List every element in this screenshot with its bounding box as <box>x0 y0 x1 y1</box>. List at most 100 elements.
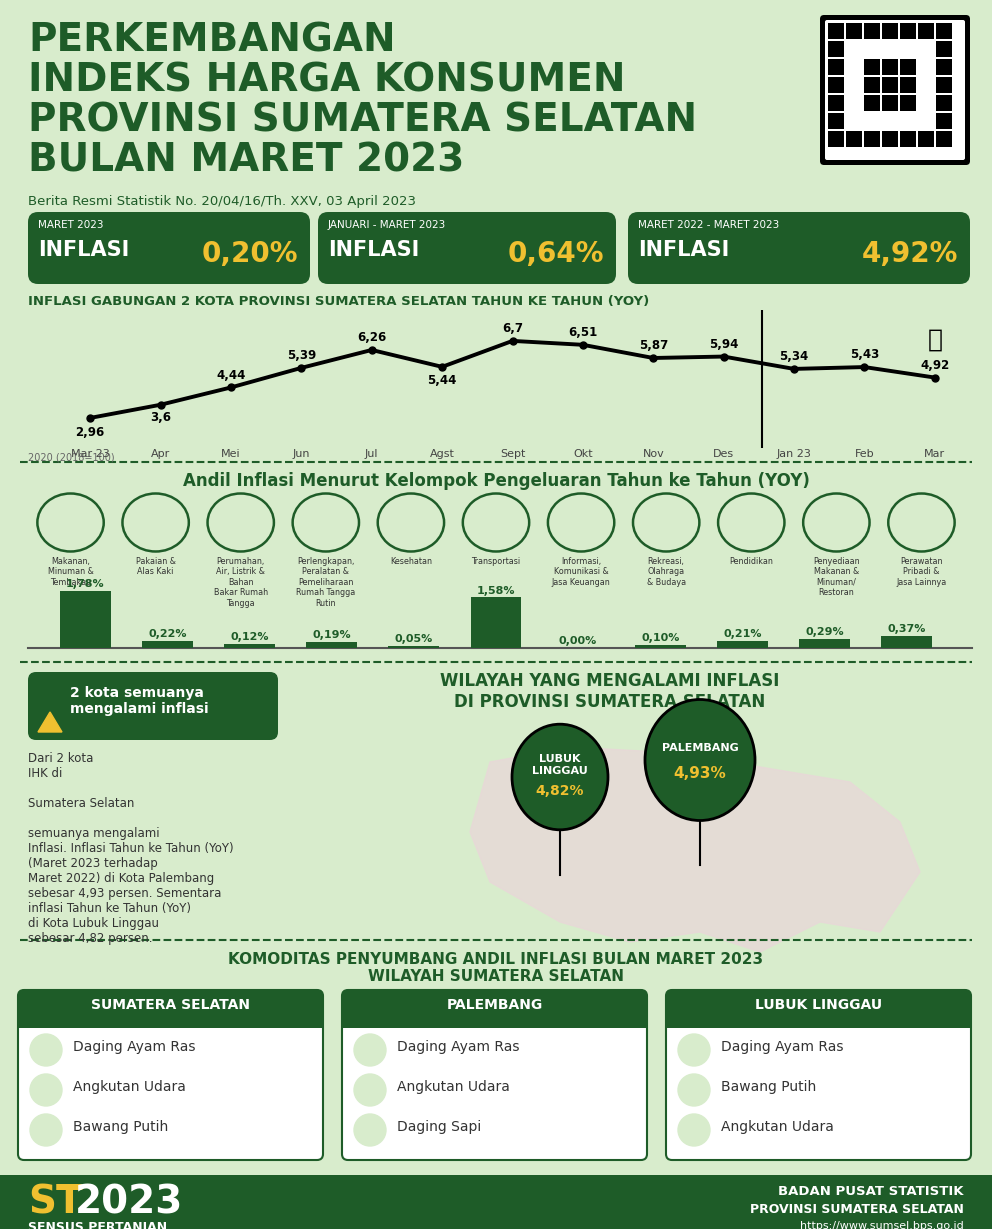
Text: Perawatan
Pribadi &
Jasa Lainnya: Perawatan Pribadi & Jasa Lainnya <box>897 557 946 586</box>
Text: BULAN MARET 2023: BULAN MARET 2023 <box>28 143 464 179</box>
Text: 1,78%: 1,78% <box>66 579 105 589</box>
Text: Sept: Sept <box>500 449 525 458</box>
Text: 6,26: 6,26 <box>357 331 386 344</box>
Circle shape <box>30 1034 62 1066</box>
Text: INFLASI: INFLASI <box>38 240 129 261</box>
Bar <box>881 637 931 648</box>
Text: MARET 2023: MARET 2023 <box>38 220 103 230</box>
Text: 0,00%: 0,00% <box>558 637 597 646</box>
Text: 0,64%: 0,64% <box>508 240 604 268</box>
FancyBboxPatch shape <box>900 77 916 93</box>
Text: Apr: Apr <box>151 449 171 458</box>
Text: Jun: Jun <box>293 449 310 458</box>
Text: 0,37%: 0,37% <box>887 624 926 634</box>
FancyBboxPatch shape <box>936 59 952 75</box>
Text: 6,7: 6,7 <box>502 322 523 336</box>
Text: Informasi,
Komunikasi &
Jasa Keuangan: Informasi, Komunikasi & Jasa Keuangan <box>552 557 610 586</box>
Text: Daging Ayam Ras: Daging Ayam Ras <box>721 1040 843 1054</box>
FancyBboxPatch shape <box>846 23 862 39</box>
Text: Makanan,
Minuman &
Tembakau: Makanan, Minuman & Tembakau <box>48 557 93 586</box>
FancyBboxPatch shape <box>882 132 898 147</box>
Text: Bawang Putih: Bawang Putih <box>73 1120 169 1134</box>
FancyBboxPatch shape <box>900 95 916 111</box>
Bar <box>799 639 850 648</box>
Text: 3,6: 3,6 <box>150 412 171 424</box>
Text: 5,44: 5,44 <box>428 374 456 387</box>
Text: INFLASI: INFLASI <box>638 240 729 261</box>
FancyBboxPatch shape <box>864 59 880 75</box>
Text: 4,92: 4,92 <box>921 359 949 372</box>
FancyBboxPatch shape <box>342 991 647 1160</box>
Text: Transportasi: Transportasi <box>471 557 521 567</box>
Text: LUBUK LINGGAU: LUBUK LINGGAU <box>755 998 882 1011</box>
Text: PALEMBANG: PALEMBANG <box>446 998 543 1011</box>
Ellipse shape <box>128 499 184 547</box>
Text: ST: ST <box>28 1184 82 1220</box>
Text: Jan 23: Jan 23 <box>777 449 811 458</box>
Circle shape <box>678 1113 710 1145</box>
FancyBboxPatch shape <box>900 59 916 75</box>
Bar <box>635 645 685 648</box>
Text: 🚚: 🚚 <box>928 328 943 351</box>
FancyBboxPatch shape <box>318 211 616 284</box>
FancyBboxPatch shape <box>828 59 844 75</box>
Ellipse shape <box>894 499 949 547</box>
FancyBboxPatch shape <box>936 95 952 111</box>
Text: 0,21%: 0,21% <box>723 629 762 639</box>
Circle shape <box>354 1074 386 1106</box>
FancyBboxPatch shape <box>666 991 971 1160</box>
FancyBboxPatch shape <box>18 991 323 1026</box>
Text: PROVINSI SUMATERA SELATAN: PROVINSI SUMATERA SELATAN <box>750 1203 964 1215</box>
Circle shape <box>354 1034 386 1066</box>
Ellipse shape <box>633 494 699 552</box>
Text: PALEMBANG: PALEMBANG <box>662 744 738 753</box>
FancyBboxPatch shape <box>900 23 916 39</box>
FancyBboxPatch shape <box>28 211 310 284</box>
Ellipse shape <box>378 494 444 552</box>
Text: 4,44: 4,44 <box>216 369 246 382</box>
Ellipse shape <box>808 499 864 547</box>
Text: Perumahan,
Air, Listrik &
Bahan
Bakar Rumah
Tangga: Perumahan, Air, Listrik & Bahan Bakar Ru… <box>213 557 268 607</box>
Text: Rekreasi,
Olahraga
& Budaya: Rekreasi, Olahraga & Budaya <box>647 557 685 586</box>
Text: Nov: Nov <box>643 449 665 458</box>
FancyBboxPatch shape <box>828 23 844 39</box>
Text: SENSUS PERTANIAN: SENSUS PERTANIAN <box>28 1220 167 1229</box>
FancyBboxPatch shape <box>0 1175 992 1229</box>
Ellipse shape <box>207 494 274 552</box>
Ellipse shape <box>888 494 954 552</box>
Text: Bawang Putih: Bawang Putih <box>721 1080 816 1094</box>
Text: 4,82%: 4,82% <box>536 784 584 798</box>
Circle shape <box>30 1113 62 1145</box>
Text: 5,39: 5,39 <box>287 349 316 363</box>
Text: 5,94: 5,94 <box>709 338 738 350</box>
Circle shape <box>678 1074 710 1106</box>
Text: Angkutan Udara: Angkutan Udara <box>397 1080 510 1094</box>
Text: PROVINSI SUMATERA SELATAN: PROVINSI SUMATERA SELATAN <box>28 102 697 140</box>
FancyBboxPatch shape <box>820 15 970 165</box>
Ellipse shape <box>383 499 438 547</box>
FancyBboxPatch shape <box>342 1008 647 1027</box>
Text: 0,20%: 0,20% <box>201 240 298 268</box>
Text: SUMATERA SELATAN: SUMATERA SELATAN <box>91 998 250 1011</box>
Text: Mei: Mei <box>221 449 241 458</box>
Text: Angkutan Udara: Angkutan Udara <box>73 1080 186 1094</box>
Text: 0,22%: 0,22% <box>149 629 186 639</box>
Text: 2,96: 2,96 <box>75 425 105 439</box>
FancyBboxPatch shape <box>666 1008 971 1027</box>
Text: WILAYAH YANG MENGALAMI INFLASI
DI PROVINSI SUMATERA SELATAN: WILAYAH YANG MENGALAMI INFLASI DI PROVIN… <box>440 672 780 710</box>
FancyBboxPatch shape <box>864 95 880 111</box>
Text: Perlengkapan,
Peralatan &
Pemeliharaan
Rumah Tangga
Rutin: Perlengkapan, Peralatan & Pemeliharaan R… <box>297 557 355 607</box>
Ellipse shape <box>804 494 870 552</box>
Text: Penyediaan
Makanan &
Minuman/
Restoran: Penyediaan Makanan & Minuman/ Restoran <box>813 557 860 597</box>
Text: JANUARI - MARET 2023: JANUARI - MARET 2023 <box>328 220 446 230</box>
Circle shape <box>354 1113 386 1145</box>
Text: BADAN PUSAT STATISTIK: BADAN PUSAT STATISTIK <box>779 1185 964 1198</box>
Text: 0,12%: 0,12% <box>230 632 269 643</box>
Ellipse shape <box>38 494 104 552</box>
Text: 1,58%: 1,58% <box>477 585 515 596</box>
FancyBboxPatch shape <box>864 132 880 147</box>
Text: https://www.sumsel.bps.go.id: https://www.sumsel.bps.go.id <box>801 1220 964 1229</box>
FancyBboxPatch shape <box>342 991 647 1026</box>
FancyBboxPatch shape <box>828 77 844 93</box>
Ellipse shape <box>122 494 188 552</box>
